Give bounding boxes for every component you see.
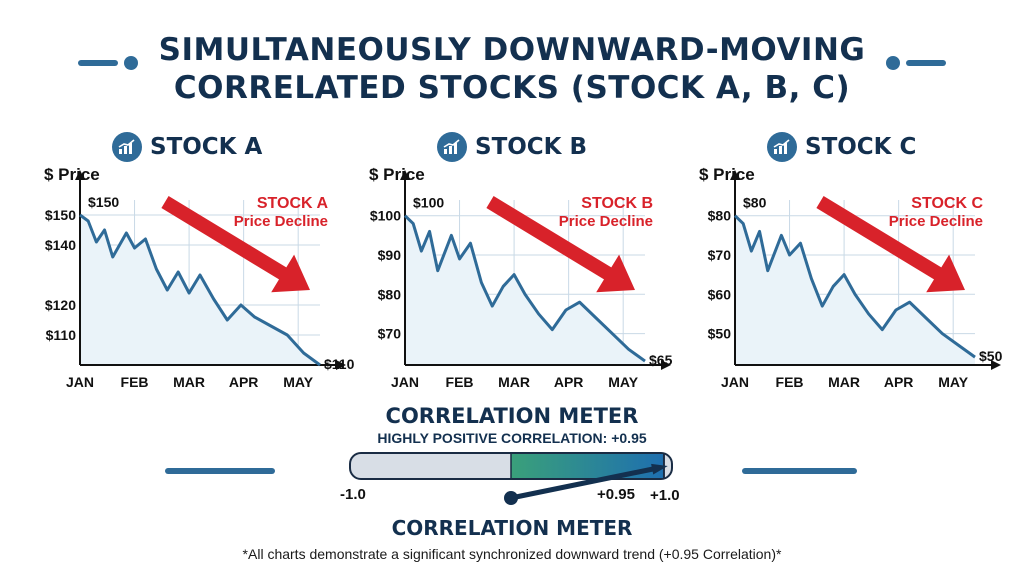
title-dash-left [78, 60, 118, 66]
meter-dash-left [165, 468, 275, 474]
y-tick-label: $70 [708, 247, 732, 263]
y-axis-label: $ Price [369, 165, 425, 184]
y-tick-label: $80 [708, 208, 732, 224]
x-tick-label: APR [884, 374, 914, 390]
x-tick-label: MAY [938, 374, 968, 390]
x-tick-label: JAN [66, 374, 94, 390]
x-axis-arrow [991, 360, 1001, 370]
x-tick-label: APR [554, 374, 584, 390]
y-axis-arrow [75, 170, 85, 180]
annotation-line-2: Price Decline [889, 213, 983, 230]
meter-needle-pivot [504, 491, 518, 505]
annotation-line-2: Price Decline [234, 213, 328, 230]
series-line [403, 214, 646, 363]
x-axis-arrow [336, 360, 346, 370]
x-tick-label: FEB [446, 374, 474, 390]
end-value-label: $65 [649, 352, 673, 368]
y-axis-arrow [400, 170, 410, 180]
x-tick-label: FEB [121, 374, 149, 390]
meter-title: CORRELATION METER [385, 404, 639, 428]
x-tick-label: MAY [608, 374, 638, 390]
y-tick-label: $50 [708, 326, 732, 342]
y-tick-label: $120 [45, 297, 76, 313]
x-tick-label: MAR [173, 374, 205, 390]
x-axis-arrow [661, 360, 671, 370]
series-line [79, 213, 321, 367]
x-tick-label: FEB [776, 374, 804, 390]
meter-min-label: -1.0 [340, 486, 366, 503]
y-tick-label: $80 [378, 286, 402, 302]
trend-chart-icon [112, 132, 142, 162]
meter-fill [511, 454, 664, 478]
page-title-line-2: CORRELATED STOCKS (STOCK A, B, C) [173, 70, 851, 106]
meter-dash-right [742, 468, 857, 474]
meter-bottom-label: CORRELATION METER [391, 516, 633, 540]
x-tick-label: JAN [391, 374, 419, 390]
end-value-label: $50 [979, 348, 1003, 364]
panel-header-stock-a: STOCK A [112, 132, 262, 162]
y-axis-label: $ Price [44, 165, 100, 184]
meter-needle [508, 465, 661, 501]
chart-stock-b: $ Price $70 $80 $90 $100 JAN FEB MAR APR MAY $100 $… [369, 165, 673, 390]
meter-needle-head [651, 463, 668, 475]
start-value-label: $100 [413, 195, 444, 211]
panel-title-stock-b: STOCK B [475, 134, 588, 160]
decline-arrow [486, 196, 635, 293]
area-fill [80, 215, 320, 365]
annotation-line-1: STOCK B [581, 195, 653, 212]
y-tick-label: $150 [45, 207, 76, 223]
meter-value-label: +0.95 [597, 486, 635, 503]
y-tick-label: $90 [378, 247, 402, 263]
x-tick-label: MAR [828, 374, 860, 390]
footnote: *All charts demonstrate a significant sy… [242, 546, 782, 562]
y-axis-arrow [730, 170, 740, 180]
x-tick-label: MAR [498, 374, 530, 390]
area-fill [735, 215, 975, 365]
decline-arrow [161, 196, 310, 293]
series-line [733, 214, 976, 359]
meter-subtitle: HIGHLY POSITIVE CORRELATION: +0.95 [377, 430, 647, 446]
page-title-line-1: SIMULTANEOUSLY DOWNWARD-MOVING [158, 32, 866, 68]
title-dot-left [124, 56, 138, 70]
y-axis-label: $ Price [699, 165, 755, 184]
annotation-line-1: STOCK A [257, 195, 329, 212]
decline-arrow [816, 196, 965, 293]
meter-max-label: +1.0 [650, 487, 680, 504]
x-tick-label: APR [229, 374, 259, 390]
start-value-label: $80 [743, 195, 767, 211]
trend-chart-icon [437, 132, 467, 162]
x-tick-label: JAN [721, 374, 749, 390]
chart-stock-c: $ Price $50 $60 $70 $80 JAN FEB MAR APR MAY $80 $50… [699, 165, 1003, 390]
annotation-line-2: Price Decline [559, 213, 653, 230]
end-value-label: $110 [324, 356, 355, 372]
annotation-line-1: STOCK C [911, 195, 983, 212]
chart-stock-a: $ Price $110 $120 $140 $150 JAN FEB MAR APR MAY $1… [44, 165, 355, 390]
y-tick-label: $100 [370, 208, 401, 224]
start-value-label: $150 [88, 194, 119, 210]
y-tick-label: $70 [378, 326, 402, 342]
y-tick-label: $140 [45, 237, 76, 253]
panel-header-stock-b: STOCK B [437, 132, 587, 162]
trend-chart-icon [767, 132, 797, 162]
panel-title-stock-a: STOCK A [150, 134, 263, 160]
title-dash-right [906, 60, 946, 66]
title-dot-right [886, 56, 900, 70]
x-tick-label: MAY [283, 374, 313, 390]
panel-header-stock-c: STOCK C [767, 132, 916, 162]
y-tick-label: $110 [46, 327, 77, 343]
y-tick-label: $60 [708, 286, 732, 302]
panel-title-stock-c: STOCK C [805, 134, 917, 160]
